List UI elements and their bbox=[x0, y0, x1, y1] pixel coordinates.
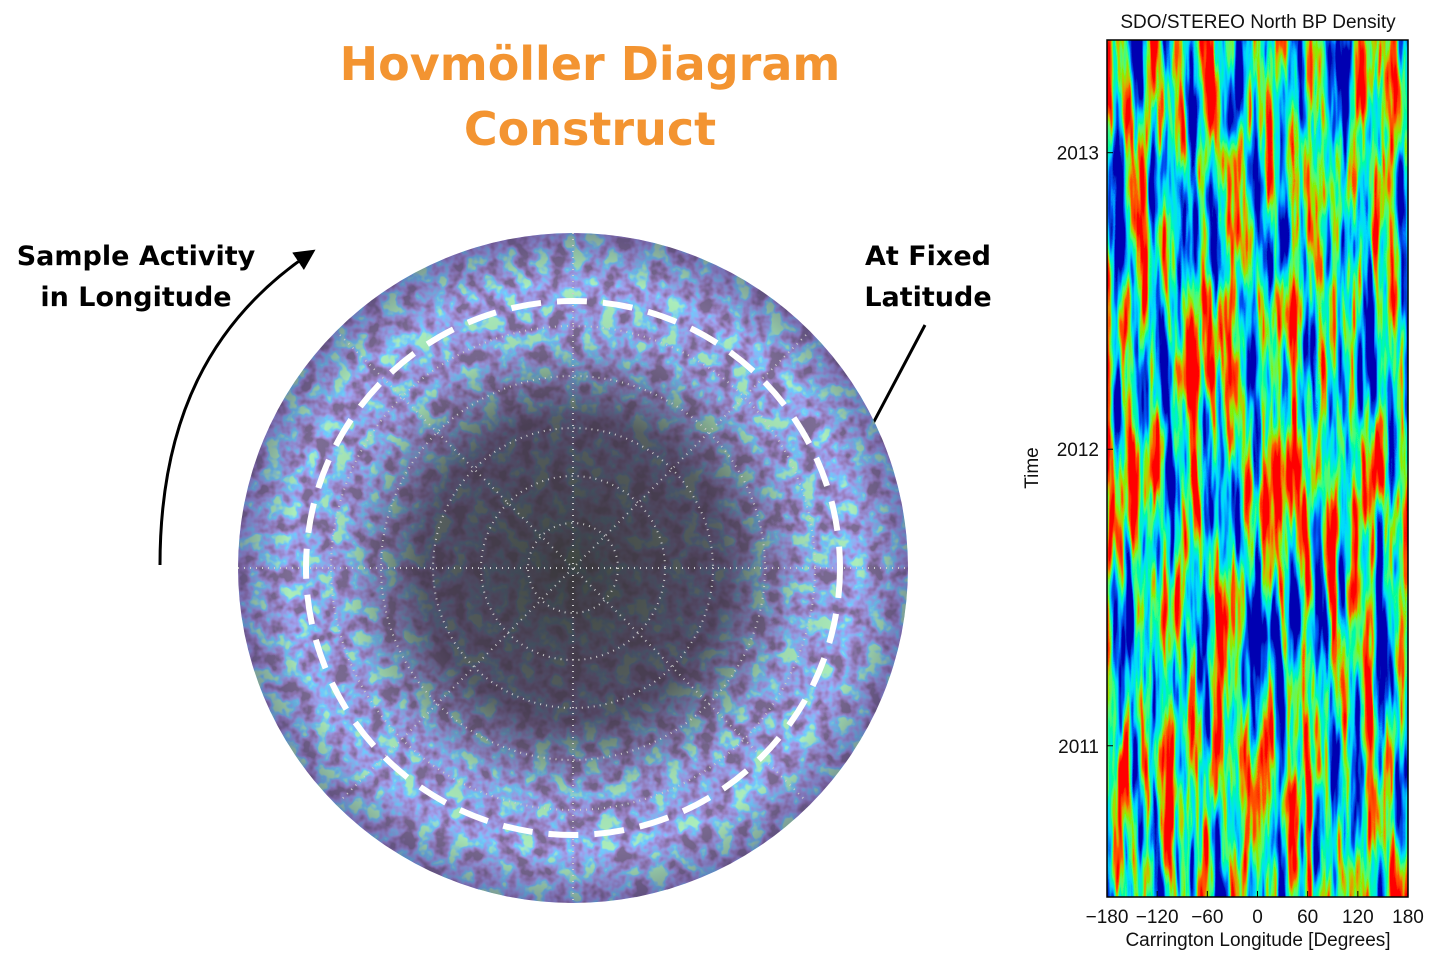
x-tick-label: −60 bbox=[1191, 907, 1223, 928]
x-tick-label: 0 bbox=[1252, 907, 1263, 928]
x-tick-label: 120 bbox=[1342, 907, 1374, 928]
y-tick-label: 2012 bbox=[1057, 440, 1099, 461]
y-tick-label: 2013 bbox=[1057, 144, 1099, 165]
y-tick-label: 2011 bbox=[1058, 737, 1099, 758]
polar-grid bbox=[238, 233, 908, 903]
x-tick-label: 60 bbox=[1297, 907, 1318, 928]
x-tick-label: 180 bbox=[1392, 907, 1424, 928]
fixed-latitude-ring bbox=[303, 298, 843, 838]
title-line: Construct bbox=[464, 102, 716, 156]
hovmoller-title: SDO/STEREO North BP Density bbox=[1120, 12, 1396, 33]
x-axis-label: Carrington Longitude [Degrees] bbox=[1125, 930, 1390, 951]
hovmoller-image bbox=[1107, 40, 1408, 897]
annotation-line: Latitude bbox=[864, 282, 991, 313]
annotation-line: in Longitude bbox=[40, 282, 231, 313]
arrow bbox=[158, 249, 316, 566]
x-tick-label: −180 bbox=[1086, 907, 1129, 928]
title-line: Hovmöller Diagram bbox=[340, 37, 841, 91]
y-axis-label: Time bbox=[1022, 447, 1043, 489]
annotation-line: At Fixed bbox=[865, 241, 991, 272]
annotation-line: Sample Activity bbox=[17, 241, 256, 272]
polar-image bbox=[238, 233, 908, 903]
x-tick-label: −120 bbox=[1136, 907, 1179, 928]
